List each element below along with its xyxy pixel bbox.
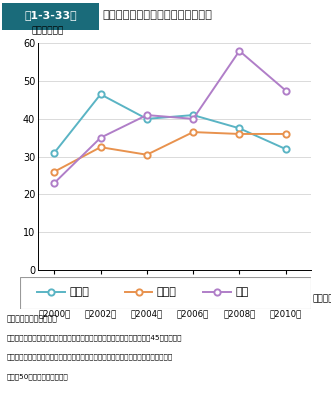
Text: 第1-3-33図: 第1-3-33図 xyxy=(24,11,77,20)
Text: 高校: 高校 xyxy=(235,288,249,297)
Text: （2008）: （2008） xyxy=(223,310,256,318)
Text: （2004）: （2004） xyxy=(131,310,163,318)
Text: 時間）。中学校・高校は２年生の１年間で実施する体験活動の総単位時間の平均: 時間）。中学校・高校は２年生の１年間で実施する体験活動の総単位時間の平均 xyxy=(7,354,173,360)
Text: （単位時間）: （単位時間） xyxy=(31,27,63,36)
Text: 14: 14 xyxy=(95,294,106,303)
Text: （2006）: （2006） xyxy=(177,310,209,318)
Text: 18: 18 xyxy=(188,294,199,303)
Text: （50分を１単位時間）。: （50分を１単位時間）。 xyxy=(7,373,69,379)
Text: （2000）: （2000） xyxy=(38,310,71,318)
Text: 20: 20 xyxy=(234,294,245,303)
Bar xyxy=(2,3,99,30)
Text: 小学校: 小学校 xyxy=(70,288,89,297)
Text: 学校における体験活動の実施時間数: 学校における体験活動の実施時間数 xyxy=(103,11,213,20)
Text: 中学校: 中学校 xyxy=(157,288,177,297)
Text: （2010）: （2010） xyxy=(269,310,302,318)
Text: 22: 22 xyxy=(280,294,291,303)
Text: （2002）: （2002） xyxy=(84,310,117,318)
Text: 平成 12: 平成 12 xyxy=(42,294,66,303)
Text: （出典）文部科学省調べ: （出典）文部科学省調べ xyxy=(7,315,58,324)
Text: 16: 16 xyxy=(141,294,152,303)
Text: （注）小学校は５年生の１年間で実施する体験活動の総単位時間の平均（45分を１単位: （注）小学校は５年生の１年間で実施する体験活動の総単位時間の平均（45分を１単位 xyxy=(7,334,182,341)
Text: （年度）: （年度） xyxy=(312,294,331,303)
